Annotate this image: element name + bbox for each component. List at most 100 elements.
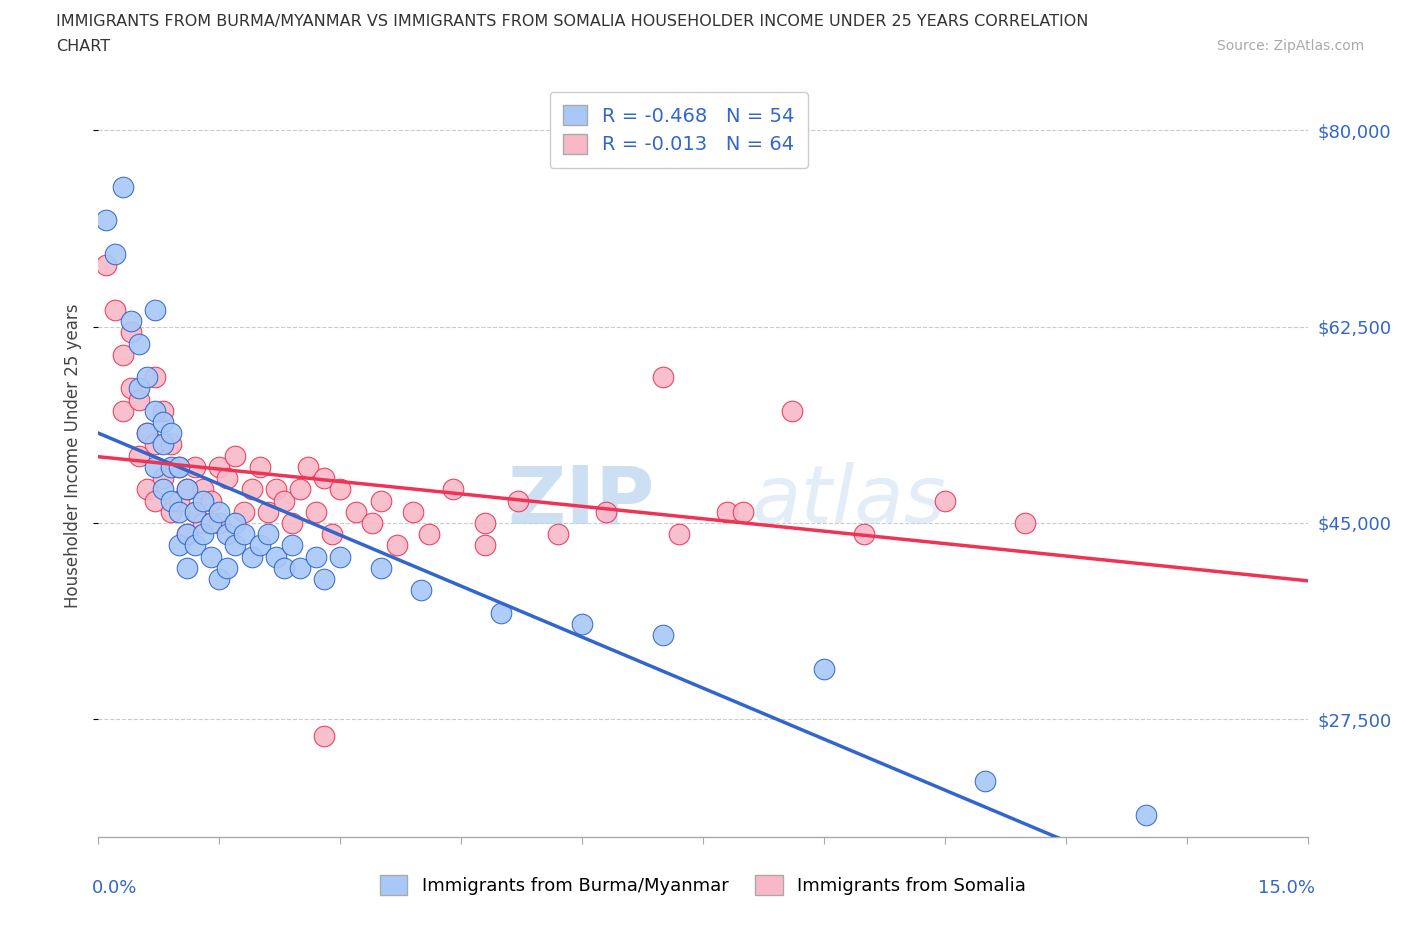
Point [128, 448, 150, 463]
Point [217, 526, 239, 541]
Point [249, 538, 271, 552]
Point [200, 493, 222, 508]
Point [256, 504, 278, 519]
Point [135, 370, 157, 385]
Point [143, 493, 166, 508]
Point [167, 493, 190, 508]
Point [184, 504, 207, 519]
Point [249, 459, 271, 474]
Text: Source: ZipAtlas.com: Source: ZipAtlas.com [1216, 39, 1364, 53]
Point [385, 538, 408, 552]
Point [256, 526, 278, 541]
Point [120, 313, 142, 328]
Point [143, 437, 166, 452]
Point [344, 504, 367, 519]
Point [193, 482, 215, 497]
Point [167, 459, 190, 474]
Point [152, 482, 174, 497]
Point [143, 370, 166, 385]
Point [409, 583, 432, 598]
Point [184, 538, 207, 552]
Point [491, 605, 513, 620]
Point [200, 515, 222, 530]
Text: IMMIGRANTS FROM BURMA/MYANMAR VS IMMIGRANTS FROM SOMALIA HOUSEHOLDER INCOME UNDE: IMMIGRANTS FROM BURMA/MYANMAR VS IMMIGRA… [56, 14, 1088, 29]
Point [103, 302, 125, 317]
Point [974, 774, 997, 789]
Point [232, 504, 254, 519]
Point [329, 550, 352, 565]
Point [329, 482, 352, 497]
Point [152, 437, 174, 452]
Point [547, 526, 569, 541]
Point [176, 482, 198, 497]
Point [668, 526, 690, 541]
Point [193, 493, 215, 508]
Point [208, 515, 231, 530]
Text: 0.0%: 0.0% [91, 879, 136, 897]
Point [135, 426, 157, 441]
Point [160, 437, 183, 452]
Text: ZIP: ZIP [508, 462, 655, 540]
Point [370, 561, 392, 576]
Point [474, 515, 496, 530]
Point [135, 426, 157, 441]
Point [224, 538, 246, 552]
Point [321, 526, 343, 541]
Point [184, 459, 207, 474]
Point [402, 504, 425, 519]
Point [361, 515, 384, 530]
Point [128, 381, 150, 396]
Point [143, 404, 166, 418]
Point [120, 381, 142, 396]
Point [297, 459, 319, 474]
Point [96, 213, 118, 228]
Point [1135, 807, 1157, 822]
Point [111, 179, 134, 194]
Point [305, 504, 328, 519]
Point [160, 426, 183, 441]
Point [281, 515, 304, 530]
Point [264, 482, 287, 497]
Point [281, 538, 304, 552]
Point [193, 526, 215, 541]
Point [96, 258, 118, 272]
Point [571, 617, 593, 631]
Point [176, 561, 198, 576]
Point [288, 561, 311, 576]
Point [152, 471, 174, 485]
Point [152, 404, 174, 418]
Point [314, 471, 336, 485]
Point [167, 459, 190, 474]
Point [370, 493, 392, 508]
Point [651, 370, 673, 385]
Point [506, 493, 529, 508]
Point [217, 561, 239, 576]
Text: CHART: CHART [56, 39, 110, 54]
Point [716, 504, 738, 519]
Point [224, 448, 246, 463]
Point [733, 504, 755, 519]
Point [103, 246, 125, 261]
Point [128, 392, 150, 407]
Point [143, 302, 166, 317]
Point [288, 482, 311, 497]
Point [474, 538, 496, 552]
Point [232, 526, 254, 541]
Text: atlas: atlas [751, 462, 946, 540]
Point [224, 515, 246, 530]
Point [208, 504, 231, 519]
Point [314, 572, 336, 587]
Point [651, 628, 673, 643]
Point [853, 526, 876, 541]
Point [193, 515, 215, 530]
Point [240, 482, 263, 497]
Point [120, 325, 142, 339]
Point [217, 471, 239, 485]
Point [167, 538, 190, 552]
Point [111, 347, 134, 362]
Legend: Immigrants from Burma/Myanmar, Immigrants from Somalia: Immigrants from Burma/Myanmar, Immigrant… [371, 866, 1035, 904]
Point [128, 336, 150, 351]
Point [934, 493, 956, 508]
Point [111, 404, 134, 418]
Point [176, 526, 198, 541]
